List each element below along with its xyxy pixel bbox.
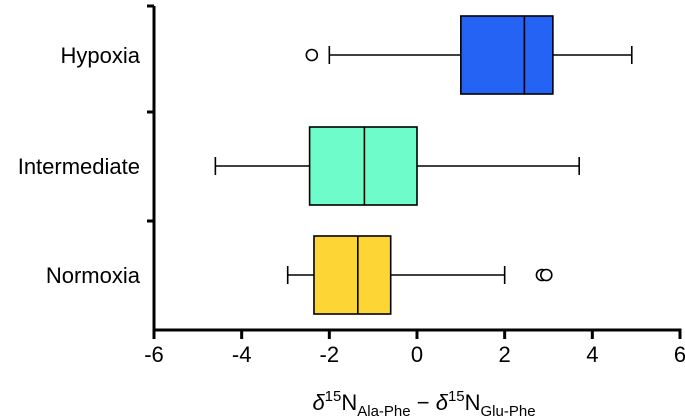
outlier-point xyxy=(540,268,553,282)
x-tick-label: 2 xyxy=(499,342,511,367)
x-tick-label: -2 xyxy=(320,342,340,367)
box-hypoxia: Hypoxia xyxy=(61,15,633,95)
iqr-box xyxy=(460,15,554,95)
box-intermediate: Intermediate xyxy=(18,126,580,206)
category-label: Intermediate xyxy=(18,154,140,179)
plot-area: Hypoxia Intermediate Normoxia xyxy=(18,15,633,315)
box-normoxia: Normoxia xyxy=(46,235,553,315)
iqr-box xyxy=(313,235,392,315)
x-tick-label: -6 xyxy=(144,342,164,367)
x-tick-label: 6 xyxy=(674,342,685,367)
outlier-point xyxy=(305,48,319,62)
category-label: Normoxia xyxy=(46,263,141,288)
x-tick-label: 4 xyxy=(586,342,598,367)
x-tick-label: -4 xyxy=(232,342,252,367)
x-tick-label: 0 xyxy=(411,342,423,367)
category-label: Hypoxia xyxy=(61,43,141,68)
x-axis-label: δ15NAla-Phe − δ15NGlu-Phe xyxy=(312,388,535,419)
axes: -6 -4 -2 0 2 4 6 xyxy=(144,4,685,367)
iqr-box xyxy=(308,126,418,206)
